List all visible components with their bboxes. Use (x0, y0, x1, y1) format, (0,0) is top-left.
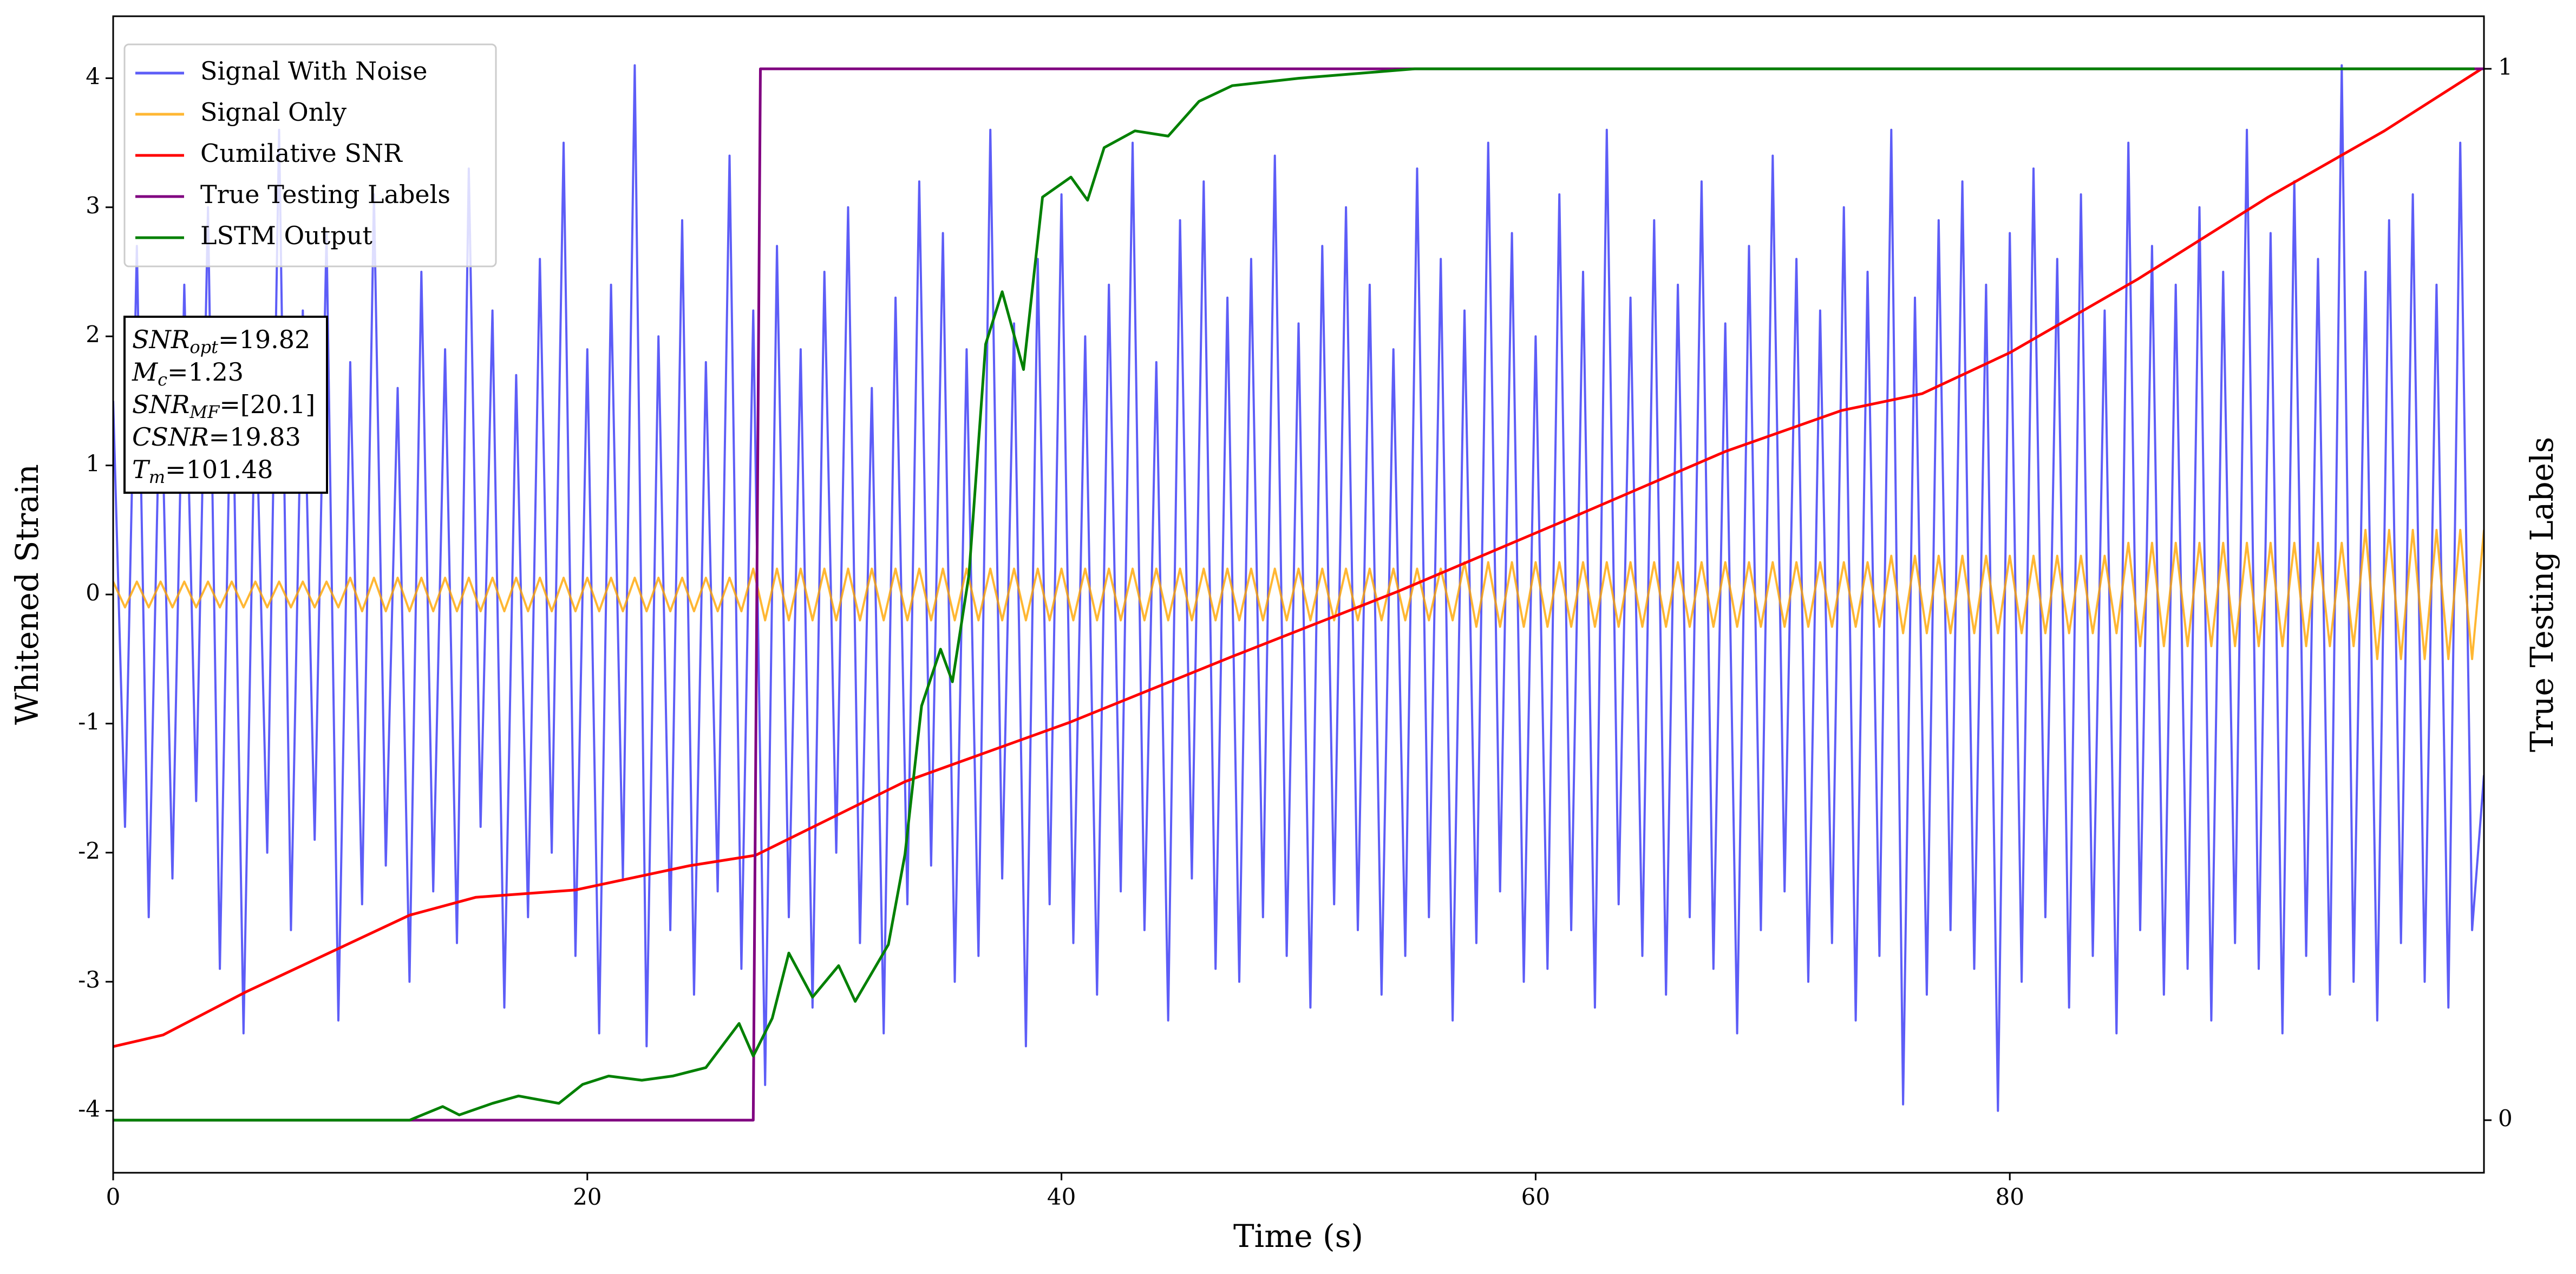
annotation-symbol: SNR (132, 390, 189, 419)
legend-label: Cumilative SNR (200, 139, 403, 168)
annotation-symbol: CSNR (132, 422, 209, 452)
legend-label: Signal Only (200, 97, 346, 127)
annotation-symbol: T (132, 455, 151, 484)
annotation: SNRopt=19.82Mc=1.23SNRMF=[20.1]CSNR=19.8… (123, 316, 328, 494)
y-tick-label: 0 (86, 579, 100, 606)
series-line (113, 528, 2484, 661)
annotation-line: SNRopt=19.82 (132, 325, 310, 357)
annotation-value: =[20.1] (219, 390, 315, 419)
y-axis-label: Whitened Strain (9, 464, 45, 725)
annotation-line: SNRMF=[20.1] (132, 390, 315, 422)
annotation-subscript: c (158, 369, 167, 390)
y2-axis-label: True Testing Labels (2523, 437, 2560, 752)
annotation-value: =19.82 (218, 325, 310, 354)
annotation-subscript: MF (189, 402, 220, 422)
y-tick-label: 1 (86, 450, 100, 477)
legend-label: LSTM Output (200, 221, 372, 250)
y2-tick-label: 0 (2498, 1105, 2513, 1132)
y-tick-label: 3 (86, 192, 100, 219)
series-line (113, 67, 2482, 1048)
x-tick-label: 60 (1521, 1184, 1550, 1210)
y-tick-label: -1 (78, 708, 100, 735)
annotation-subscript: opt (189, 337, 218, 357)
annotation-line: CSNR=19.83 (132, 422, 301, 452)
y-tick-label: 2 (86, 321, 100, 348)
legend-box (123, 43, 497, 267)
legend-label: Signal With Noise (200, 56, 427, 86)
annotation-subscript: m (149, 467, 165, 487)
x-tick-label: 0 (106, 1184, 121, 1210)
x-tick-label: 40 (1047, 1184, 1076, 1210)
series-line (113, 67, 2475, 1122)
plot-area (113, 64, 2484, 1122)
y-tick-label: -2 (78, 838, 100, 864)
x-axis-label: Time (s) (1233, 1218, 1363, 1255)
y2-tick-label: 1 (2498, 54, 2513, 80)
annotation-symbol: SNR (132, 325, 189, 354)
y-tick-label: -3 (78, 966, 100, 993)
legend: Signal With Noise Signal Only Cumilative S… (123, 43, 497, 267)
annotation-line: Tm=101.48 (132, 455, 273, 487)
y-tick-label: 4 (86, 63, 100, 89)
annotation-line: Mc=1.23 (132, 357, 244, 390)
annotation-value: =1.23 (167, 357, 244, 387)
series-line (113, 64, 2484, 1112)
y-tick-label: -4 (78, 1096, 100, 1122)
annotation-box (123, 316, 328, 494)
annotation-symbol: M (132, 357, 159, 387)
annotation-value: =19.83 (209, 422, 301, 452)
x-tick-label: 20 (573, 1184, 601, 1210)
x-tick-label: 80 (1995, 1184, 2024, 1210)
legend-label: True Testing Labels (200, 180, 450, 209)
annotation-value: =101.48 (165, 455, 273, 484)
